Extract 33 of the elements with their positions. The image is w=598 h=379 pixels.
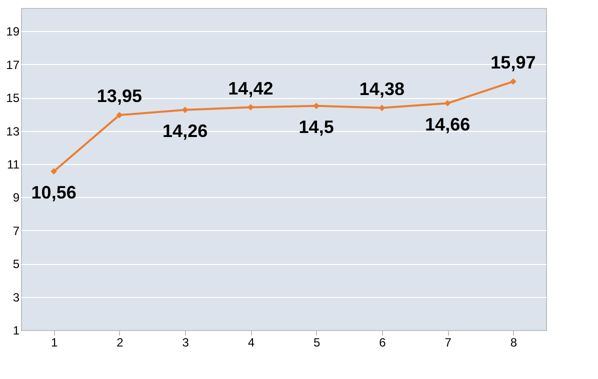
x-tick-label: 1 [50,336,58,350]
x-tick-label: 4 [248,336,255,350]
data-label: 14,5 [298,116,334,137]
data-label: 14,38 [359,78,404,99]
point [50,168,57,174]
y-tick-label: 1 [12,324,20,338]
data-label: 15,97 [490,52,536,73]
y-tick-label: 13 [6,124,20,138]
x-tick-label: 5 [313,336,320,350]
y-tick-label: 3 [12,290,20,304]
point [378,104,386,112]
data-label: 14,42 [228,78,274,98]
point [444,100,451,106]
y-tick-label: 17 [6,58,20,72]
point [182,106,188,114]
data-label: 14,66 [425,114,470,134]
y-tick-label: 5 [12,257,20,272]
x-tick-label: 3 [182,336,190,350]
x-tick-label: 8 [510,336,518,350]
point [116,112,123,118]
y-tick-label: 15 [6,91,20,106]
x-tick-label: 2 [116,336,124,350]
point [313,102,320,110]
y-tick-label: 7 [12,224,20,238]
x-tick-label: 7 [444,336,452,350]
y-tick-label: 19 [6,24,20,39]
data-label: 10,56 [31,182,76,202]
y-tick-label: 9 [12,190,20,205]
data-label: 13,95 [96,86,142,106]
x-tick-label: 6 [379,336,386,350]
data-label: 14,26 [162,120,208,141]
y-tick-label: 11 [7,158,20,172]
point [510,78,516,85]
